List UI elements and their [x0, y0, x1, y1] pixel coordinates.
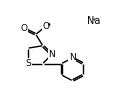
Text: N: N	[48, 50, 55, 59]
Text: Na: Na	[87, 16, 101, 26]
Text: N: N	[69, 53, 76, 62]
Text: O: O	[20, 24, 27, 33]
Text: O: O	[42, 22, 49, 31]
Text: +: +	[92, 17, 97, 22]
Text: S: S	[25, 59, 31, 68]
Text: •: •	[47, 21, 52, 30]
